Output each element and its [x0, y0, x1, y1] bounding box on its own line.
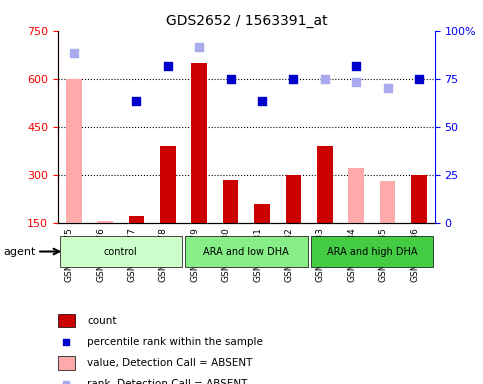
Bar: [97, 221, 113, 223]
Text: agent: agent: [3, 247, 36, 257]
Bar: [160, 146, 176, 223]
FancyBboxPatch shape: [185, 236, 308, 267]
Point: [353, 63, 360, 69]
Point: [353, 79, 360, 85]
Text: control: control: [104, 247, 138, 257]
Bar: [58, 314, 74, 328]
Point: [70, 50, 78, 56]
Point: [337, 339, 345, 345]
Bar: [254, 204, 270, 223]
Point: [133, 98, 141, 104]
Bar: [411, 175, 427, 223]
Point: [415, 76, 423, 82]
Point: [164, 63, 172, 69]
Bar: [128, 216, 144, 223]
Bar: [317, 146, 333, 223]
Text: ARA and high DHA: ARA and high DHA: [327, 247, 417, 257]
Bar: [223, 180, 239, 223]
Point: [258, 98, 266, 104]
Point: [321, 76, 328, 82]
FancyBboxPatch shape: [311, 236, 433, 267]
Title: GDS2652 / 1563391_at: GDS2652 / 1563391_at: [166, 14, 327, 28]
FancyBboxPatch shape: [59, 236, 182, 267]
Text: rank, Detection Call = ABSENT: rank, Detection Call = ABSENT: [87, 379, 247, 384]
Point: [227, 76, 235, 82]
Bar: [58, 356, 74, 370]
Bar: [285, 175, 301, 223]
Bar: [348, 168, 364, 223]
Text: ARA and low DHA: ARA and low DHA: [203, 247, 289, 257]
Text: percentile rank within the sample: percentile rank within the sample: [87, 337, 263, 347]
Text: count: count: [87, 316, 116, 326]
Text: value, Detection Call = ABSENT: value, Detection Call = ABSENT: [87, 358, 253, 368]
Point: [290, 76, 298, 82]
Point: [195, 44, 203, 50]
Bar: [66, 79, 82, 223]
Point: [384, 85, 392, 91]
Bar: [380, 181, 396, 223]
Bar: [191, 63, 207, 223]
